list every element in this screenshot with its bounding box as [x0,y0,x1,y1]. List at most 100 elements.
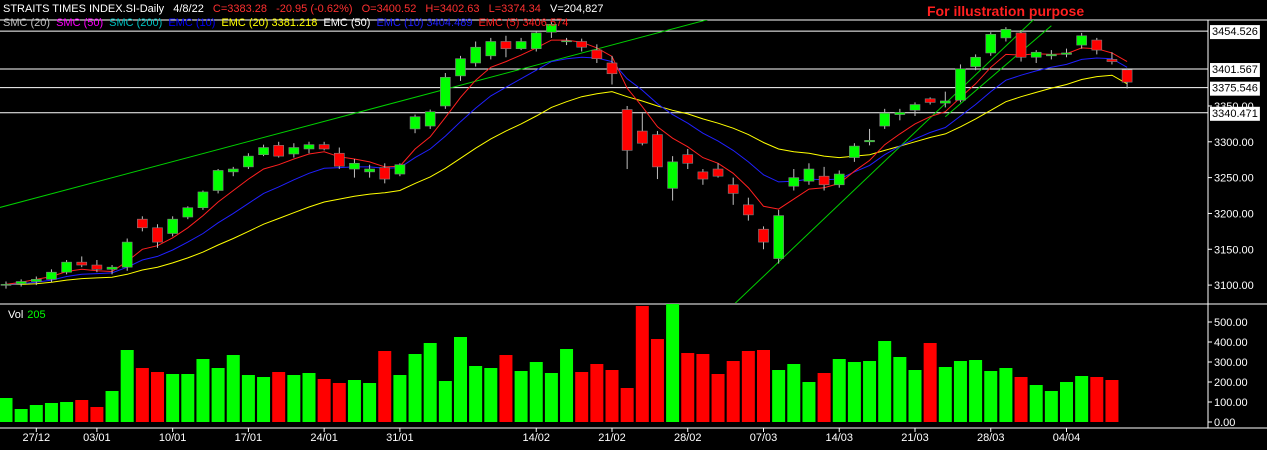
candle-body [833,173,845,186]
candle-body [697,171,709,180]
level-label: 3401.567 [1212,64,1258,76]
close-value: C=3383.28 [212,3,268,15]
volume-bar [560,349,574,422]
volume-bar [938,367,952,422]
volume-bar [302,373,316,422]
volume-bar [893,357,907,422]
volume-bar [847,362,861,422]
volume-bar [1060,382,1073,422]
candle-body [167,218,178,234]
candle-body [727,184,739,194]
price-tick-label: 3200.00 [1214,208,1254,220]
volume-bar [438,381,452,422]
candle-body [636,130,648,144]
candle-body [333,152,345,167]
candle-body [939,100,951,104]
volume-bar [151,372,164,422]
candle-body [515,41,527,49]
candle-body [318,144,330,150]
candle-body [394,164,406,175]
candle-body [1015,32,1027,58]
candle-body [15,281,27,284]
volume-bar [44,403,58,422]
candle-body [652,134,663,168]
volume-bar [211,368,225,422]
date-tick-label: 24/01 [310,432,338,444]
trend-line [944,25,1052,118]
volume-bar [75,400,89,422]
candle-body [121,241,133,268]
volume-bar [499,355,513,422]
candle-body [46,271,57,280]
candle-body [970,56,981,67]
volume-bar [878,341,892,422]
candle-body [0,284,12,286]
volume-bar [60,402,74,422]
illustration-note: For illustration purpose [927,3,1085,19]
date-tick-label: 14/02 [522,432,550,444]
candle-body [576,41,588,48]
volume-bar [226,355,240,422]
symbol-name: STRAITS TIMES INDEX.SI [3,3,137,15]
level-label-bg [1210,25,1260,40]
volume-bar [166,374,180,422]
volume-bar [181,374,195,422]
level-label-bg [1210,106,1260,121]
volume-bar [393,375,407,422]
volume-bar [29,405,43,422]
volume-bar [726,361,740,422]
indicator-legend: SMC (20) SMC (50) SMC (200) EMC (10) EMC (20… [3,17,574,29]
candle-body [197,191,209,209]
volume-bar [575,372,589,422]
date-tick-label: 21/03 [901,432,929,444]
date-tick-label: 14/03 [825,432,853,444]
high-value: H=3402.63 [425,3,480,15]
candle-body [712,168,724,177]
date-tick-label: 10/01 [159,432,187,444]
candle-body [864,140,875,143]
candle-body [909,104,921,111]
candle-body [243,155,254,168]
volume-bar [969,360,983,422]
candle-body [743,204,754,216]
volume-panel-value: 205 [27,309,46,321]
candle-body [682,154,694,164]
legend-item: EMC (5) 3406.574 [478,17,569,29]
price-tick-label: 3250.00 [1214,173,1254,185]
legend-item: SMC (50) [56,17,104,29]
legend-item: EMC (10) 3404.489 [376,17,473,29]
volume-bar [544,373,558,422]
date-tick-label: 27/12 [23,432,51,444]
volume-bar [984,371,998,422]
volume-tick-label: 300.00 [1214,357,1248,369]
candle-body [803,168,815,182]
candle-body [773,215,784,259]
volume-bar [1075,376,1089,422]
date-tick-label: 04/04 [1053,432,1081,444]
volume-bar [635,306,649,422]
candle-body [621,109,633,151]
candle-body [500,41,512,49]
volume-bar [590,364,604,422]
date-tick-label: 21/02 [598,432,626,444]
date-tick-label: 07/03 [750,432,778,444]
volume-bar [514,371,528,422]
candle-body [1076,35,1087,46]
volume-bar [90,407,104,422]
candle-body [879,112,891,127]
candle-body [667,161,678,189]
level-label: 3454.526 [1212,26,1258,38]
volume-bar [378,351,392,422]
candle-body [76,261,88,266]
candle-body [591,49,603,59]
candle-body [924,98,936,103]
volume-bar [817,373,831,422]
candle-body [1121,69,1133,83]
volume-bar [347,380,361,422]
legend-item: SMC (20) [3,17,51,29]
volume-bar [666,304,680,422]
volume-bar [317,379,331,422]
volume-bar [923,343,937,422]
volume-bar [529,362,543,422]
candle-body [379,167,391,180]
